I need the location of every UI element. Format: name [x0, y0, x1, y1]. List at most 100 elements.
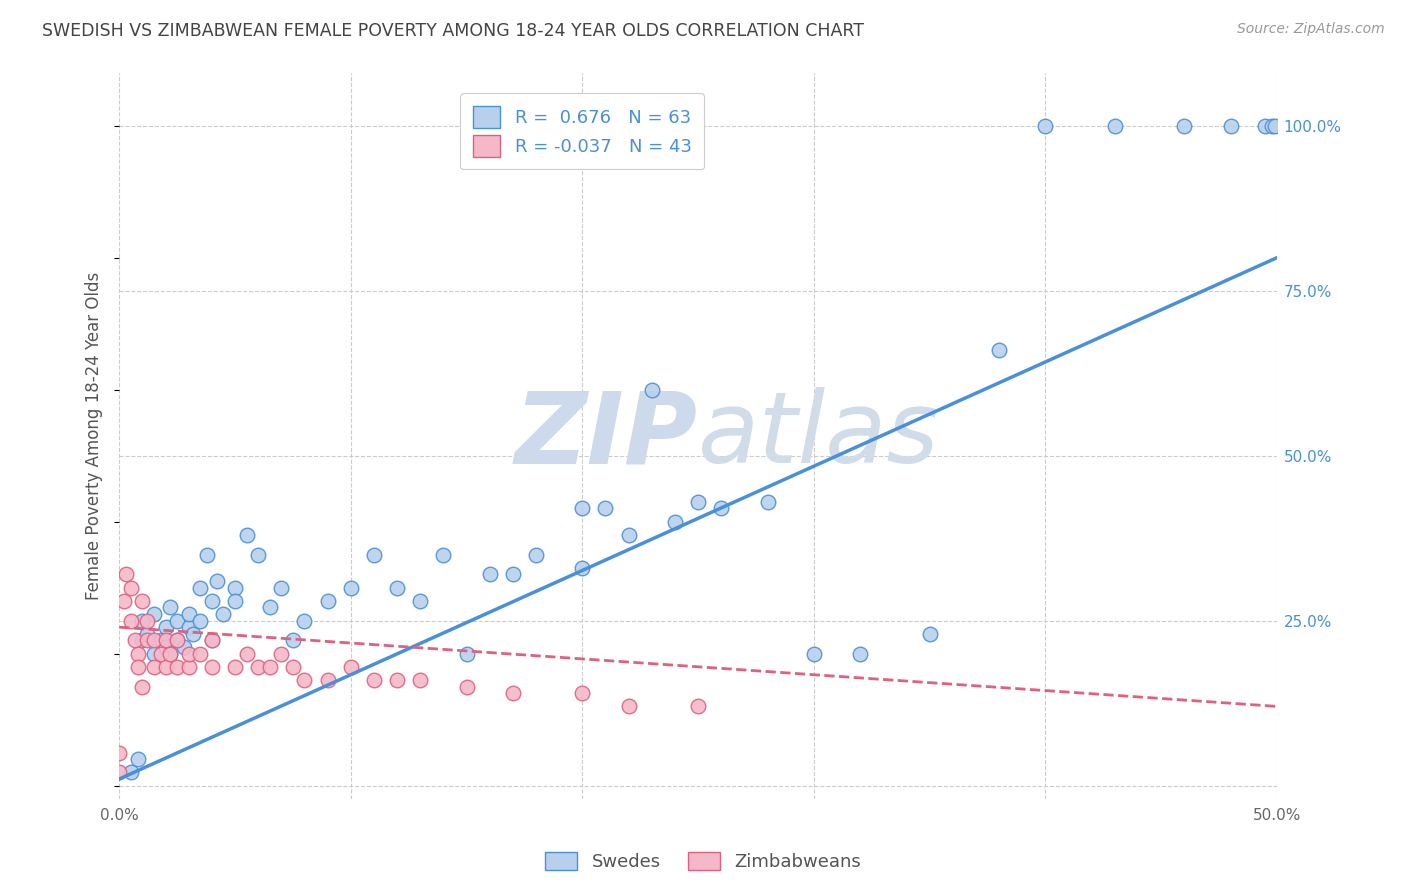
- Point: [188, 614, 211, 628]
- Point: [155, 633, 177, 648]
- Legend: Swedes, Zimbabweans: Swedes, Zimbabweans: [537, 845, 869, 879]
- Point: [456, 680, 478, 694]
- Point: [143, 633, 166, 648]
- Point: [143, 647, 166, 661]
- Point: [131, 680, 153, 694]
- Text: ZIP: ZIP: [515, 387, 697, 484]
- Point: [195, 548, 218, 562]
- Point: [281, 660, 304, 674]
- Point: [124, 633, 146, 648]
- Point: [571, 501, 593, 516]
- Point: [120, 581, 142, 595]
- Point: [136, 633, 159, 648]
- Point: [177, 607, 200, 621]
- Point: [1219, 119, 1241, 133]
- Point: [595, 501, 617, 516]
- Point: [1254, 119, 1277, 133]
- Point: [112, 594, 135, 608]
- Point: [177, 647, 200, 661]
- Point: [201, 660, 224, 674]
- Point: [143, 607, 166, 621]
- Point: [131, 594, 153, 608]
- Point: [502, 686, 524, 700]
- Text: atlas: atlas: [697, 387, 939, 484]
- Point: [166, 633, 188, 648]
- Point: [120, 614, 142, 628]
- Point: [849, 647, 872, 661]
- Point: [188, 647, 211, 661]
- Point: [136, 614, 159, 628]
- Y-axis label: Female Poverty Among 18-24 Year Olds: Female Poverty Among 18-24 Year Olds: [86, 272, 103, 600]
- Point: [108, 746, 131, 760]
- Point: [166, 633, 188, 648]
- Point: [143, 660, 166, 674]
- Point: [201, 633, 224, 648]
- Point: [166, 660, 188, 674]
- Point: [149, 647, 172, 661]
- Point: [918, 627, 941, 641]
- Point: [294, 673, 316, 687]
- Point: [131, 614, 153, 628]
- Point: [456, 647, 478, 661]
- Point: [710, 501, 733, 516]
- Point: [159, 600, 181, 615]
- Point: [1104, 119, 1126, 133]
- Point: [173, 640, 195, 654]
- Point: [155, 620, 177, 634]
- Point: [205, 574, 228, 588]
- Point: [115, 567, 138, 582]
- Point: [247, 660, 270, 674]
- Point: [188, 581, 211, 595]
- Point: [686, 699, 709, 714]
- Point: [127, 752, 149, 766]
- Point: [127, 647, 149, 661]
- Point: [1173, 119, 1195, 133]
- Point: [617, 528, 640, 542]
- Point: [1263, 119, 1285, 133]
- Point: [363, 673, 385, 687]
- Point: [756, 495, 779, 509]
- Point: [224, 594, 246, 608]
- Text: SWEDISH VS ZIMBABWEAN FEMALE POVERTY AMONG 18-24 YEAR OLDS CORRELATION CHART: SWEDISH VS ZIMBABWEAN FEMALE POVERTY AMO…: [42, 22, 865, 40]
- Point: [159, 647, 181, 661]
- Point: [166, 614, 188, 628]
- Point: [177, 660, 200, 674]
- Point: [1261, 119, 1284, 133]
- Point: [235, 647, 257, 661]
- Point: [201, 594, 224, 608]
- Point: [270, 581, 292, 595]
- Point: [617, 699, 640, 714]
- Point: [339, 581, 361, 595]
- Point: [1033, 119, 1056, 133]
- Point: [686, 495, 709, 509]
- Point: [235, 528, 257, 542]
- Point: [155, 660, 177, 674]
- Point: [155, 640, 177, 654]
- Point: [183, 627, 205, 641]
- Point: [212, 607, 235, 621]
- Point: [149, 633, 172, 648]
- Point: [502, 567, 524, 582]
- Point: [201, 633, 224, 648]
- Point: [803, 647, 825, 661]
- Point: [432, 548, 454, 562]
- Point: [247, 548, 270, 562]
- Point: [988, 343, 1011, 357]
- Point: [571, 686, 593, 700]
- Point: [478, 567, 501, 582]
- Point: [409, 673, 432, 687]
- Point: [127, 660, 149, 674]
- Point: [224, 660, 246, 674]
- Text: Source: ZipAtlas.com: Source: ZipAtlas.com: [1237, 22, 1385, 37]
- Point: [259, 600, 281, 615]
- Point: [409, 594, 432, 608]
- Point: [159, 647, 181, 661]
- Point: [385, 581, 408, 595]
- Point: [294, 614, 316, 628]
- Point: [131, 633, 153, 648]
- Point: [108, 765, 131, 780]
- Point: [177, 620, 200, 634]
- Point: [664, 515, 686, 529]
- Point: [224, 581, 246, 595]
- Point: [641, 383, 664, 397]
